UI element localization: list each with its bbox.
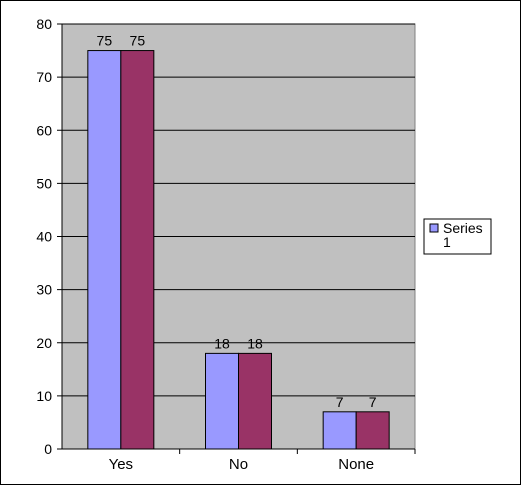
data-label: 18 bbox=[214, 335, 230, 351]
axes bbox=[57, 23, 416, 454]
y-tick-label: 80 bbox=[36, 16, 52, 32]
data-label: 7 bbox=[336, 394, 344, 410]
bar-no-series-1 bbox=[205, 352, 239, 450]
legend-label-line: Series bbox=[443, 220, 483, 236]
bar-yes-series-2 bbox=[120, 50, 155, 450]
legend-label-line: 1 bbox=[443, 234, 451, 250]
x-tick-label: No bbox=[229, 456, 248, 473]
y-tick-label: 60 bbox=[36, 122, 52, 138]
y-tick-label: 10 bbox=[36, 388, 52, 404]
legend: Series 1 bbox=[423, 218, 492, 255]
bar-no-series-2 bbox=[238, 352, 272, 450]
legend-swatch-series-1 bbox=[429, 223, 439, 233]
y-tick-label: 30 bbox=[36, 282, 52, 298]
bar-none-series-1 bbox=[322, 411, 357, 450]
bar-yes-series-1 bbox=[87, 50, 122, 450]
x-tick-label: Yes bbox=[109, 456, 133, 473]
bar-none-series-2 bbox=[355, 411, 390, 450]
y-tick-label: 50 bbox=[36, 175, 52, 191]
data-label: 18 bbox=[247, 335, 263, 351]
y-tick-label: 0 bbox=[44, 441, 52, 457]
y-tick-label: 40 bbox=[36, 229, 52, 245]
bars bbox=[87, 50, 390, 450]
y-tick-label: 20 bbox=[36, 335, 52, 351]
data-label: 75 bbox=[130, 33, 146, 49]
data-label: 75 bbox=[97, 33, 113, 49]
y-tick-label: 70 bbox=[36, 69, 52, 85]
data-label: 7 bbox=[369, 394, 377, 410]
legend-label-series-1: Series 1 bbox=[443, 220, 483, 250]
x-tick-label: None bbox=[338, 456, 374, 473]
labels: 0 10 20 30 40 50 60 70 80 75 75 Yes 18 18 No 7 7 None bbox=[36, 16, 376, 473]
